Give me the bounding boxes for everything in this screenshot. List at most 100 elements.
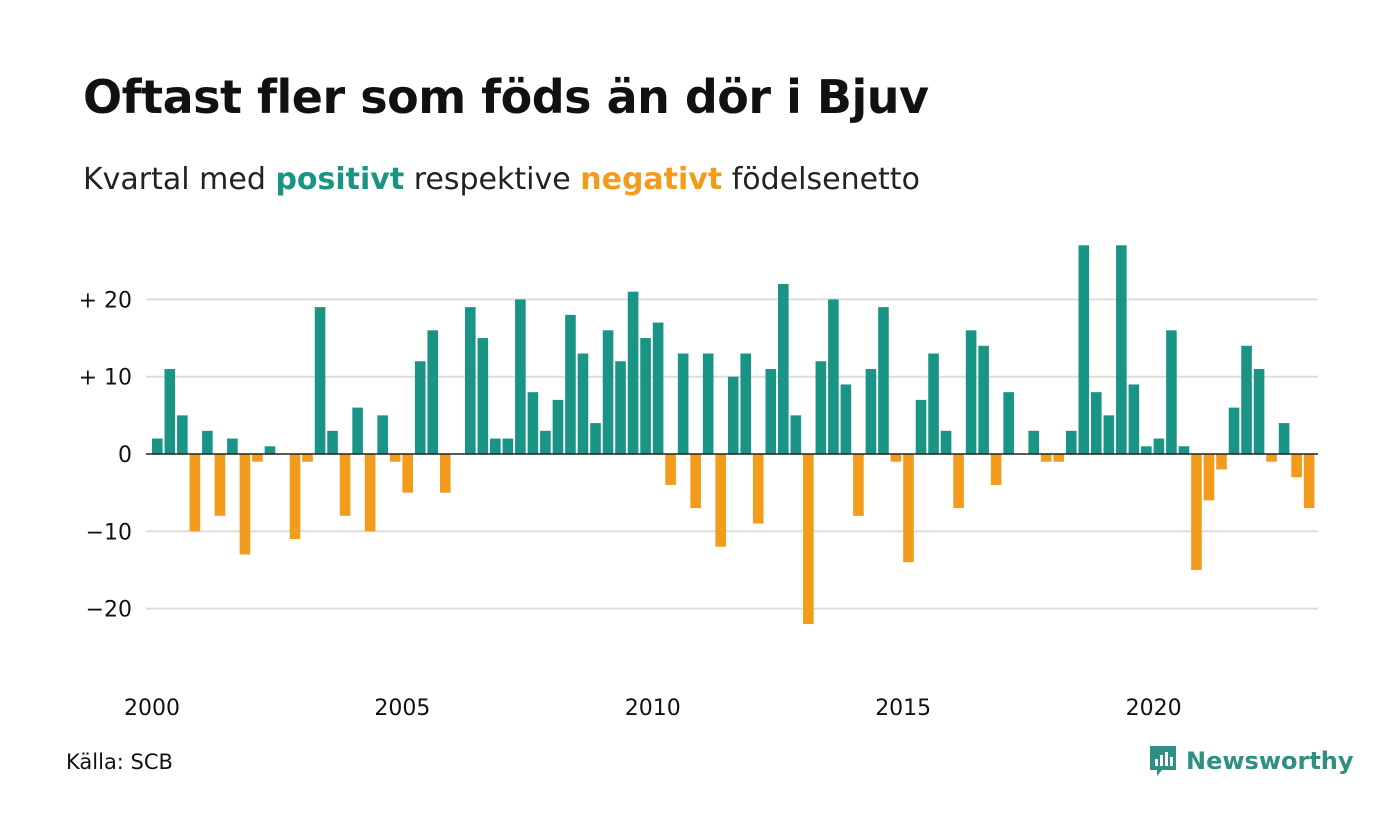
bar-positive (1228, 407, 1240, 454)
bar-positive (1253, 368, 1265, 454)
bar-negative (1053, 454, 1065, 462)
bar-negative (1266, 454, 1277, 462)
bar-positive (515, 299, 526, 454)
y-tick-label: −10 (86, 520, 132, 545)
bar-positive (490, 438, 501, 454)
bar-negative (715, 454, 726, 547)
bar-negative (803, 454, 814, 625)
bar-positive (1153, 438, 1165, 454)
bar-negative (1303, 454, 1315, 509)
bar-positive (202, 430, 213, 454)
bar-positive (177, 415, 188, 454)
bar-negative (690, 454, 701, 509)
chart-bubble-icon (1150, 746, 1176, 776)
bars (152, 245, 1315, 625)
bar-positive (1278, 423, 1290, 454)
bar-positive (352, 407, 363, 454)
bar-positive (677, 353, 689, 454)
y-axis-ticks: + 20 + 10 0 −10 −20 (79, 288, 132, 622)
bar-positive (940, 430, 952, 454)
subtitle-negative-label: negativt (580, 162, 723, 197)
bar-positive (702, 353, 714, 454)
bar-positive (590, 423, 601, 454)
bar-negative (239, 454, 251, 555)
x-tick-label: 2000 (124, 696, 180, 721)
x-axis-ticks: 2000 2005 2010 2015 2020 (124, 696, 1182, 721)
x-tick-label: 2010 (625, 696, 681, 721)
bar-positive (765, 368, 777, 454)
bar-positive (1178, 446, 1190, 454)
bar-negative (302, 454, 313, 462)
bar-positive (1028, 430, 1039, 454)
y-tick-label: + 20 (79, 288, 132, 313)
bar-positive (565, 314, 576, 454)
bar-negative (752, 454, 764, 524)
bar-positive (540, 430, 551, 454)
bar-positive (164, 368, 176, 454)
subtitle-text-mid: respektive (413, 162, 571, 197)
bar-positive (1103, 415, 1115, 454)
bar-positive (1003, 392, 1014, 454)
bar-negative (903, 454, 914, 563)
source-note: Källa: SCB (66, 750, 173, 774)
bar-positive (727, 376, 739, 454)
bar-positive (1091, 392, 1102, 454)
bar-positive (465, 307, 476, 454)
bar-negative (1216, 454, 1227, 470)
bar-positive (615, 361, 626, 454)
bar-negative (953, 454, 964, 509)
chart-title: Oftast fler som föds än dör i Bjuv (83, 70, 929, 124)
bar-positive (227, 438, 238, 454)
bar-positive (1065, 430, 1077, 454)
bar-positive (978, 345, 989, 454)
bar-positive (1128, 384, 1140, 454)
bar-positive (414, 361, 426, 454)
bar-positive (878, 307, 889, 454)
bar-negative (402, 454, 413, 493)
bar-positive (790, 415, 802, 454)
x-tick-label: 2015 (875, 696, 931, 721)
y-tick-label: + 10 (79, 366, 132, 391)
bar-negative (364, 454, 376, 532)
bar-positive (1116, 245, 1127, 454)
subtitle-positive-label: positivt (275, 162, 405, 197)
bar-positive (965, 330, 977, 454)
bar-negative (853, 454, 864, 516)
bar-negative (289, 454, 301, 540)
bar-positive (427, 330, 439, 454)
y-tick-label: −20 (86, 598, 132, 623)
x-tick-label: 2020 (1126, 696, 1182, 721)
bar-negative (1040, 454, 1052, 462)
bar-positive (640, 338, 651, 454)
bar-negative (1203, 454, 1215, 501)
bar-positive (778, 283, 789, 454)
bar-positive (740, 353, 752, 454)
bar-positive (527, 392, 539, 454)
y-tick-label: 0 (118, 443, 132, 468)
bar-positive (577, 353, 589, 454)
bar-negative (1191, 454, 1202, 570)
bar-positive (264, 446, 276, 454)
bar-positive (1241, 345, 1252, 454)
bar-negative (252, 454, 263, 462)
bar-positive (815, 361, 827, 454)
bar-negative (890, 454, 902, 462)
bar-positive (828, 299, 839, 454)
bar-positive (915, 399, 927, 454)
bar-positive (1078, 245, 1090, 454)
bar-negative (1291, 454, 1302, 478)
bar-positive (865, 368, 877, 454)
subtitle-text-pre: Kvartal med (83, 162, 266, 197)
bar-positive (552, 399, 564, 454)
bar-positive (928, 353, 939, 454)
brand-name: Newsworthy (1186, 747, 1354, 775)
bar-negative (439, 454, 451, 493)
bar-negative (389, 454, 401, 462)
bar-positive (477, 338, 489, 454)
bar-positive (602, 330, 614, 454)
subtitle-text-post: födelsenetto (731, 162, 920, 197)
bar-positive (152, 438, 163, 454)
bar-positive (327, 430, 338, 454)
bar-positive (1141, 446, 1152, 454)
